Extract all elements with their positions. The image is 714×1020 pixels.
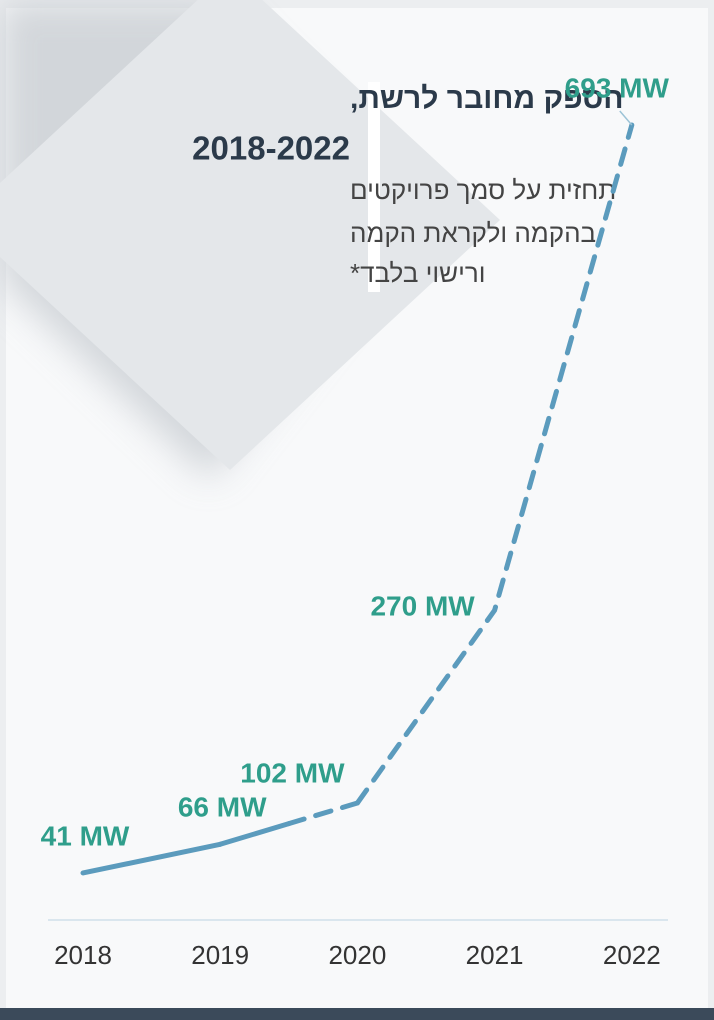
value-label: 41 MW [41,820,130,851]
bottom-bar [0,1008,714,1020]
x-tick-label: 2020 [328,940,386,970]
subtitle: ורישוי בלבד* [350,258,485,288]
line-actual [80,841,223,876]
subtitle: בהקמה ולקראת הקמה [350,218,596,248]
value-label: 66 MW [178,792,267,823]
title-bar [368,82,380,292]
line-forecast [354,122,635,806]
chart-title: הספק מחובר לרשת, [350,82,624,115]
value-label: 102 MW [240,757,345,788]
x-tick-label: 2021 [466,940,524,970]
line-extension [217,821,292,847]
subtitle: תחזית על סמך פרויקטים [350,175,616,205]
x-tick-label: 2019 [191,940,249,970]
value-label: 693 MW [565,72,670,103]
leader-line [619,110,633,126]
x-tick-label: 2018 [54,940,112,970]
value-label: 270 MW [370,591,475,622]
title-years: 2018-2022 [192,130,350,167]
line-connector [286,800,360,827]
x-tick-label: 2022 [603,940,661,970]
